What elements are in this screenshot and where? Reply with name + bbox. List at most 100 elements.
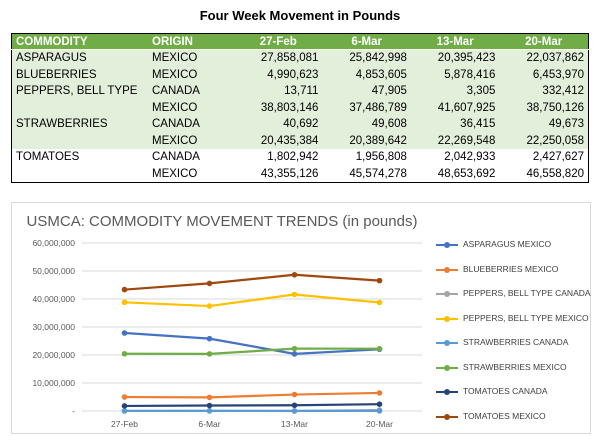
data-point	[291, 345, 298, 352]
column-header-origin: ORIGIN	[148, 33, 234, 50]
x-tick-label: 6-Mar	[198, 419, 220, 429]
value-cell: 1,802,942	[267, 151, 319, 164]
legend-swatch	[436, 389, 458, 395]
value-cell: 332,412	[499, 83, 589, 100]
value-cell: 2,427,627	[532, 151, 584, 164]
value-cell: 46,558,820	[526, 167, 584, 180]
value-cell: 3,305	[410, 83, 500, 100]
legend-label: STRAWBERRIES MEXICO	[463, 361, 567, 372]
value-cell: 5,878,416	[410, 66, 500, 83]
legend-swatch	[436, 242, 458, 248]
y-tick-label: 20,000,000	[32, 350, 75, 360]
value-cell: 13,711	[234, 83, 323, 100]
value-cell: 38,750,126	[499, 99, 589, 116]
value-cell: 25,842,998	[322, 49, 411, 67]
value-cell: 41,607,925	[410, 99, 500, 116]
chart-title: USMCA: COMMODITY MOVEMENT TRENDS (in pou…	[26, 213, 418, 230]
commodity-cell: PEPPERS, BELL TYPE	[11, 83, 148, 100]
column-header-13-mar: 13-Mar	[410, 33, 500, 50]
table-row: MEXICO 43,355,126 45,574,278 48,653,692 …	[12, 166, 589, 183]
value-cell: 22,037,862	[499, 49, 589, 67]
legend-swatch	[436, 315, 458, 322]
value-cell: 4,853,605	[322, 66, 411, 83]
legend-label: STRAWBERRIES CANADA	[463, 337, 569, 347]
data-point	[121, 299, 128, 306]
table-header-row: COMMODITY ORIGIN 27-Feb 6-Mar 13-Mar 20-…	[11, 33, 589, 50]
origin-cell: CANADA	[152, 151, 200, 164]
value-cell: 36,415	[410, 116, 500, 133]
value-cell: 38,803,146	[234, 99, 323, 116]
data-point	[206, 394, 213, 401]
table-row: MEXICO 38,803,146 37,486,789 41,607,925 …	[11, 99, 589, 116]
value-cell: 27,858,081	[234, 49, 323, 67]
y-tick-label: 60,000,000	[32, 238, 75, 248]
value-cell: 22,250,058	[499, 132, 589, 149]
legend-swatch	[436, 266, 458, 273]
y-tick-label: 40,000,000	[32, 294, 75, 304]
column-header-commodity: COMMODITY	[11, 33, 148, 50]
column-header-27-feb: 27-Feb	[234, 33, 323, 50]
series-line	[124, 331, 380, 355]
legend-label: ASPARAGUS MEXICO	[463, 239, 552, 249]
y-tick-label: 30,000,000	[32, 322, 75, 332]
table-row: STRAWBERRIES CANADA 40,692 49,608 36,415…	[11, 116, 589, 133]
data-point	[376, 299, 383, 306]
value-cell: 22,269,548	[410, 132, 500, 149]
value-cell: 47,905	[322, 83, 411, 100]
origin-cell: MEXICO	[148, 49, 234, 67]
value-cell: 45,574,278	[349, 167, 407, 180]
value-cell: 2,042,933	[444, 151, 496, 164]
data-point	[121, 350, 128, 357]
data-point	[291, 271, 298, 278]
series-line	[124, 403, 380, 408]
data-point	[206, 335, 213, 342]
y-tick-label: 10,000,000	[32, 378, 75, 388]
table-row: PEPPERS, BELL TYPE CANADA 13,711 47,905 …	[11, 83, 589, 100]
commodity-cell: BLUEBERRIES	[11, 66, 148, 83]
legend-label: PEPPERS, BELL TYPE CANADA	[463, 288, 591, 298]
table-row: TOMATOES CANADA 1,802,942 1,956,808 2,04…	[12, 149, 589, 166]
data-point	[376, 345, 383, 352]
data-point	[206, 303, 213, 309]
table-title: Four Week Movement in Pounds	[199, 8, 401, 23]
data-point	[206, 408, 213, 414]
origin-cell: MEXICO	[148, 99, 234, 116]
legend-swatch	[436, 364, 458, 371]
legend-label: TOMATOES MEXICO	[463, 410, 546, 421]
value-cell: 48,653,692	[437, 167, 496, 180]
commodity-cell	[11, 99, 148, 116]
commodity-cell: TOMATOES	[16, 151, 80, 164]
table-row: MEXICO 20,435,384 20,389,642 22,269,548 …	[11, 132, 589, 149]
origin-cell: MEXICO	[148, 66, 234, 83]
value-cell: 49,673	[499, 116, 589, 133]
series-line	[124, 347, 380, 356]
value-cell: 1,956,808	[355, 151, 407, 164]
origin-cell: MEXICO	[148, 132, 234, 149]
value-cell: 20,435,384	[234, 132, 323, 149]
data-point	[121, 408, 128, 414]
chart-area: USMCA: COMMODITY MOVEMENT TRENDS (in pou…	[11, 202, 591, 434]
value-cell: 20,389,642	[322, 132, 411, 149]
data-point	[291, 402, 298, 409]
data-point	[206, 351, 213, 357]
legend-swatch	[436, 291, 458, 297]
data-point	[376, 390, 383, 396]
data-point	[376, 408, 383, 414]
y-tick-label: 50,000,000	[32, 266, 75, 276]
origin-cell: CANADA	[148, 116, 234, 133]
legend-swatch	[436, 340, 458, 346]
column-header-6-mar: 6-Mar	[322, 33, 411, 50]
data-point	[376, 277, 383, 284]
commodity-cell	[11, 132, 148, 149]
commodity-cell: ASPARAGUS	[11, 49, 148, 67]
value-cell: 4,990,623	[234, 66, 323, 83]
data-point	[121, 330, 128, 336]
movement-table: COMMODITY ORIGIN 27-Feb 6-Mar 13-Mar 20-…	[11, 33, 589, 183]
column-header-20-mar: 20-Mar	[499, 33, 589, 50]
origin-cell: CANADA	[148, 83, 234, 100]
x-tick-label: 27-Feb	[111, 419, 138, 429]
legend-swatch	[436, 413, 458, 420]
data-point	[206, 402, 213, 409]
table-row: ASPARAGUS MEXICO 27,858,081 25,842,998 2…	[11, 49, 589, 67]
table-row: BLUEBERRIES MEXICO 4,990,623 4,853,605 5…	[11, 66, 589, 83]
